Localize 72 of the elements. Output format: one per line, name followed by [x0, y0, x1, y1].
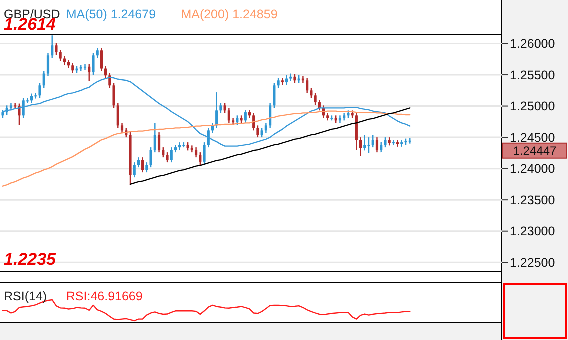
- candlestick: [396, 139, 400, 148]
- y-tick-label: 1.24500: [510, 130, 556, 145]
- candlestick: [92, 52, 95, 76]
- candlestick: [392, 139, 395, 146]
- chart-title: RSI(14): [4, 289, 48, 304]
- candlestick: [46, 52, 50, 77]
- candlestick: [116, 102, 120, 129]
- candlestick: [228, 108, 230, 124]
- candlestick: [380, 142, 383, 154]
- text: 1.24447: [513, 144, 558, 158]
- candlestick: [142, 156, 144, 174]
- candlestick: [14, 102, 17, 110]
- candlestick: [220, 102, 222, 114]
- annotation: 1.2235: [4, 250, 57, 269]
- line-series: [2, 76, 411, 147]
- candlestick: [190, 145, 194, 154]
- candlestick: [216, 92, 218, 129]
- candlestick: [368, 136, 370, 154]
- candlestick: [150, 146, 152, 168]
- candlestick: [264, 122, 268, 134]
- candlestick: [199, 152, 202, 166]
- candlestick: [310, 88, 313, 99]
- candlestick: [137, 156, 140, 168]
- candlestick: [372, 134, 374, 148]
- candlestick: [72, 62, 74, 74]
- candlestick: [260, 128, 264, 138]
- candlestick: [100, 48, 103, 72]
- y-tick-label: 1.24000: [510, 162, 556, 176]
- candlestick: [273, 82, 276, 109]
- candlestick: [376, 136, 379, 154]
- y-tick-label: 1.25500: [510, 68, 556, 82]
- candlestick: [236, 115, 239, 126]
- candlestick: [55, 42, 58, 56]
- candlestick: [104, 66, 108, 79]
- candlestick: [166, 152, 169, 164]
- candlestick: [158, 132, 161, 154]
- text: MA(200) 1.24859: [181, 7, 278, 22]
- candlestick: [59, 49, 62, 62]
- candlestick: [38, 82, 42, 99]
- candlestick: [314, 92, 317, 106]
- candlestick: [224, 102, 226, 114]
- candlestick: [306, 78, 309, 94]
- candlestick: [364, 134, 366, 152]
- candlestick: [84, 64, 87, 71]
- candlestick: [96, 48, 99, 59]
- text: MA(50) 1.24679: [66, 7, 156, 22]
- candlestick: [42, 70, 46, 89]
- candlestick: [384, 136, 387, 148]
- series-label: RSI:46.91669: [66, 289, 143, 304]
- y-tick-label: 1.22500: [510, 256, 556, 270]
- candlestick: [359, 136, 362, 157]
- candlestick: [154, 122, 156, 154]
- candlestick: [277, 78, 280, 89]
- candlestick: [51, 35, 54, 59]
- candlestick: [256, 125, 260, 138]
- candlestick: [285, 74, 288, 86]
- candlestick: [269, 102, 272, 129]
- y-tick-label: 1.25000: [510, 100, 556, 114]
- y-tick-label: 1.26000: [510, 37, 556, 52]
- y-tick-label: 1.23000: [510, 224, 556, 239]
- candlestick: [88, 64, 91, 82]
- candlestick: [146, 162, 148, 174]
- candlestick: [133, 162, 136, 178]
- candlestick: [194, 146, 198, 158]
- y-tick-label: 1.23500: [510, 193, 556, 208]
- candlestick: [162, 146, 165, 158]
- candlestick: [203, 142, 206, 166]
- candlestick: [244, 109, 247, 124]
- candlestick: [112, 82, 116, 109]
- line-series: [130, 108, 411, 186]
- candlestick: [120, 122, 124, 134]
- candlestick: [170, 146, 173, 164]
